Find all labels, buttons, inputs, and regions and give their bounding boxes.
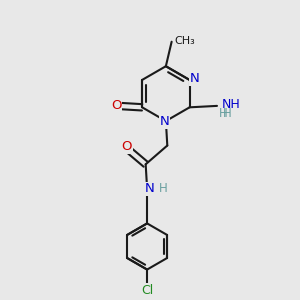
- Text: O: O: [111, 99, 122, 112]
- Text: O: O: [122, 140, 132, 154]
- Text: N: N: [189, 72, 199, 85]
- Text: NH: NH: [222, 98, 241, 111]
- Text: CH₃: CH₃: [175, 36, 195, 46]
- Text: N: N: [160, 116, 169, 128]
- Text: Cl: Cl: [141, 284, 153, 297]
- Text: H: H: [159, 182, 168, 195]
- Text: H: H: [223, 107, 232, 120]
- Text: H: H: [219, 107, 228, 120]
- Text: N: N: [145, 182, 155, 195]
